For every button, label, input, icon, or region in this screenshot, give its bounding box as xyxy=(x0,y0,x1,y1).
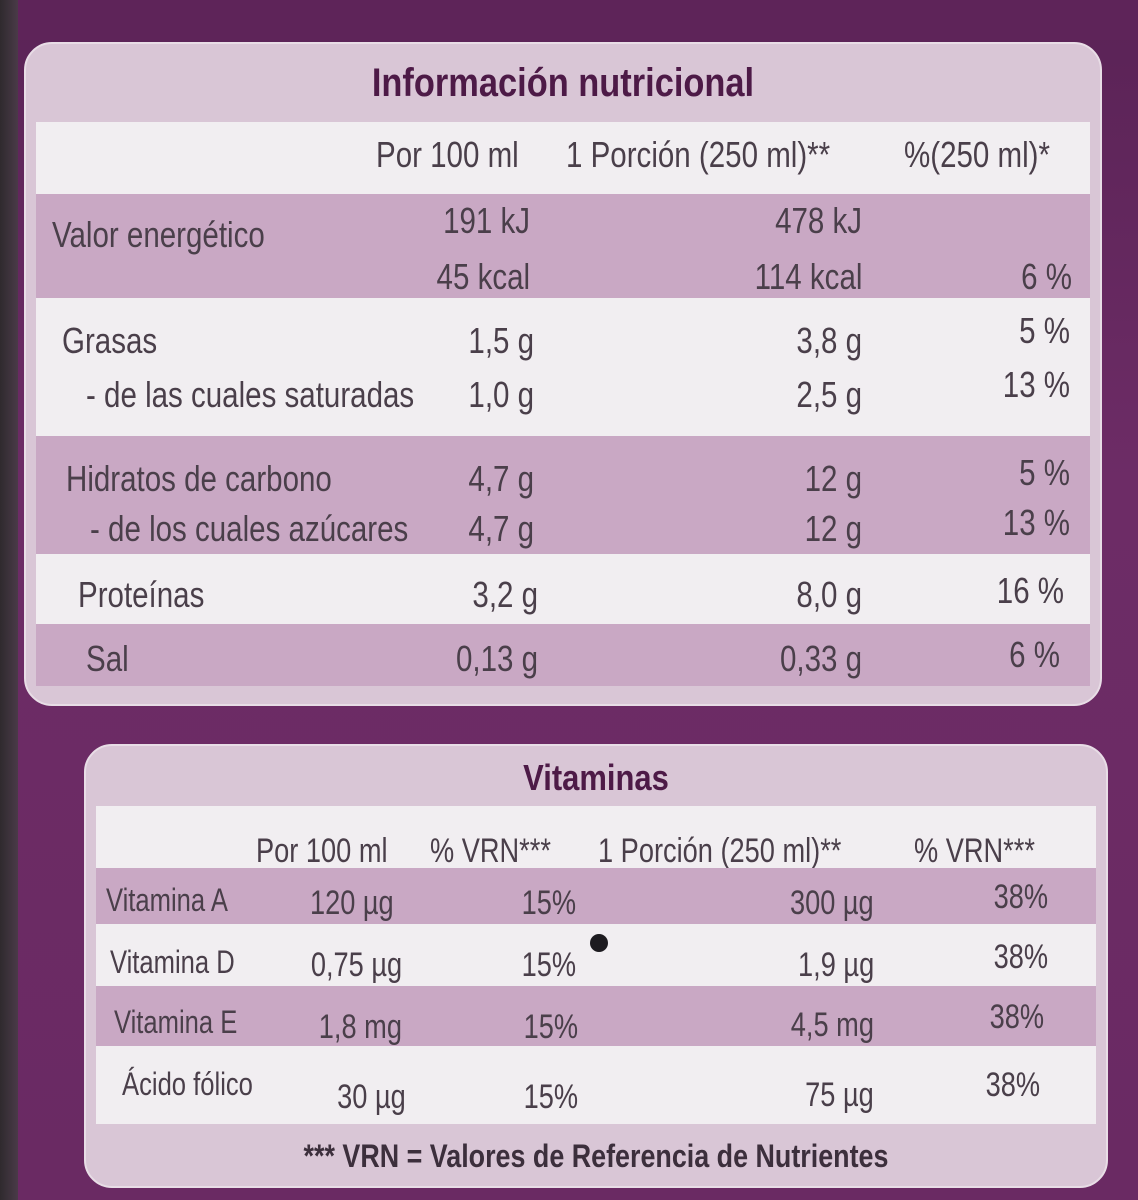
value-per100: 45 kcal xyxy=(436,256,530,297)
package-top-strip xyxy=(0,0,1138,40)
vitamin-vrn-portion: 38% xyxy=(985,1066,1040,1104)
value-pct: 5 % xyxy=(1019,310,1070,351)
header-portion: 1 Porción (250 ml)** xyxy=(566,134,831,175)
vitamin-portion: 75 µg xyxy=(805,1076,874,1114)
header-vrn-portion: % VRN*** xyxy=(914,832,1035,870)
vitamin-vrn100: 15% xyxy=(521,946,576,984)
nutrient-name: - de las cuales saturadas xyxy=(86,374,415,415)
acido-folico-band xyxy=(96,1046,1096,1124)
value-pct: 5 % xyxy=(1019,452,1070,493)
nutrient-name: Sal xyxy=(86,638,129,679)
vitamin-name: Vitamina D xyxy=(110,944,235,980)
value-portion: 12 g xyxy=(804,458,862,499)
vitamin-vrn-portion: 38% xyxy=(989,998,1044,1036)
header-pct: %(250 ml)* xyxy=(904,134,1051,175)
value-pct: 6 % xyxy=(1009,634,1060,675)
value-per100: 1,5 g xyxy=(468,320,534,361)
vitamin-vrn100: 15% xyxy=(523,1008,578,1046)
value-portion: 0,33 g xyxy=(779,638,862,679)
vitamin-per100: 0,75 µg xyxy=(310,946,402,984)
vitamins-title: Vitaminas xyxy=(523,757,669,798)
nutrient-name: Hidratos de carbono xyxy=(66,458,332,499)
value-pct: 13 % xyxy=(1002,502,1070,543)
value-per100: 4,7 g xyxy=(468,458,534,499)
nutrition-title: Información nutricional xyxy=(371,61,755,105)
vitamin-per100: 1,8 mg xyxy=(318,1008,402,1046)
header-vrn100: % VRN*** xyxy=(430,832,551,870)
header-per100: Por 100 ml xyxy=(256,832,388,870)
vitamin-portion: 4,5 mg xyxy=(790,1006,874,1044)
vitamin-vrn100: 15% xyxy=(521,884,576,922)
printed-dot xyxy=(590,934,608,952)
energy-band xyxy=(36,194,1090,298)
salt-band xyxy=(36,624,1090,686)
vitamin-e-band xyxy=(96,986,1096,1046)
value-per100: 191 kJ xyxy=(443,200,530,241)
nutrient-name: Grasas xyxy=(62,320,158,361)
vitamin-name: Vitamina E xyxy=(114,1004,238,1040)
nutrient-name: - de los cuales azúcares xyxy=(90,508,409,549)
nutrient-name: Valor energético xyxy=(52,214,265,255)
value-portion: 2,5 g xyxy=(796,374,862,415)
value-per100: 4,7 g xyxy=(468,508,534,549)
value-per100: 3,2 g xyxy=(472,574,538,615)
vitamin-portion: 300 µg xyxy=(790,884,874,922)
vitamin-vrn-portion: 38% xyxy=(993,938,1048,976)
vitamin-name: Ácido fólico xyxy=(122,1066,253,1102)
value-portion: 12 g xyxy=(804,508,862,549)
vitamin-vrn-portion: 38% xyxy=(993,878,1048,916)
value-per100: 0,13 g xyxy=(455,638,538,679)
vitamin-a-band xyxy=(96,868,1096,924)
vitamins-footnote: *** VRN = Valores de Referencia de Nutri… xyxy=(303,1138,889,1174)
header-per100: Por 100 ml xyxy=(376,134,519,175)
vitamins-panel: Vitaminas Por 100 ml % VRN*** 1 Porción … xyxy=(84,744,1108,1188)
nutrition-header: Por 100 ml 1 Porción (250 ml)** %(250 ml… xyxy=(26,134,1100,184)
value-pct: 6 % xyxy=(1021,256,1072,297)
value-per100: 1,0 g xyxy=(468,374,534,415)
vitamin-name: Vitamina A xyxy=(106,882,228,918)
nutrition-panel: Información nutricional Por 100 ml 1 Por… xyxy=(24,42,1102,706)
value-portion: 8,0 g xyxy=(796,574,862,615)
package-edge xyxy=(0,0,18,1200)
value-pct: 13 % xyxy=(1002,364,1070,405)
vitamin-portion: 1,9 µg xyxy=(797,946,874,984)
nutrient-name: Proteínas xyxy=(78,574,205,615)
proteins-band xyxy=(36,554,1090,624)
value-portion: 114 kcal xyxy=(754,256,862,297)
fats-band xyxy=(36,298,1090,436)
value-pct: 16 % xyxy=(996,570,1064,611)
vitamin-per100: 120 µg xyxy=(310,884,394,922)
vitamin-vrn100: 15% xyxy=(523,1078,578,1116)
carbs-band xyxy=(36,436,1090,554)
value-portion: 3,8 g xyxy=(796,320,862,361)
value-portion: 478 kJ xyxy=(775,200,862,241)
header-portion: 1 Porción (250 ml)** xyxy=(598,832,842,870)
vitamin-per100: 30 µg xyxy=(337,1078,406,1116)
